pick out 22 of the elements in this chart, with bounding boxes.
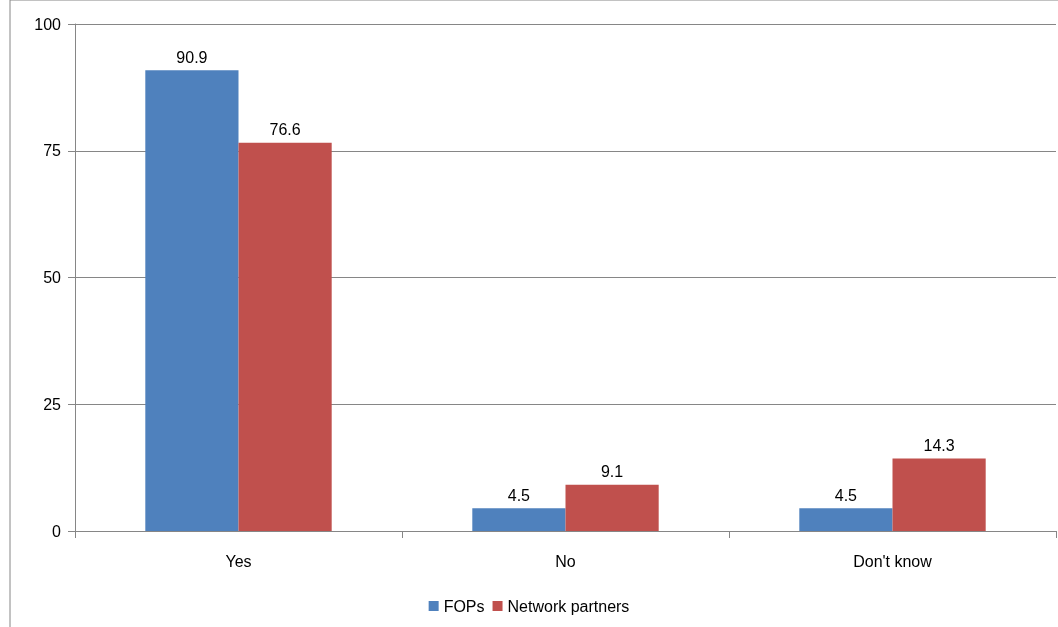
data-label: 9.1 xyxy=(600,463,624,481)
data-label: 90.9 xyxy=(176,48,208,66)
data-label: 4.5 xyxy=(834,486,858,504)
y-tick-label: 75 xyxy=(43,142,62,160)
legend-label: FOPs xyxy=(443,597,485,615)
legend-label: Network partners xyxy=(507,597,630,615)
y-tick-label: 100 xyxy=(34,15,62,33)
bar xyxy=(145,70,239,531)
x-tick-label: Yes xyxy=(225,552,252,570)
y-tick-label: 25 xyxy=(43,395,62,413)
y-tick-label: 0 xyxy=(52,522,62,540)
bar xyxy=(799,508,893,531)
data-label: 76.6 xyxy=(269,121,301,139)
bar xyxy=(238,142,332,531)
x-tick-label: Don't know xyxy=(853,552,933,570)
data-label: 14.3 xyxy=(923,437,955,454)
x-tick-label: No xyxy=(555,552,576,570)
y-tick-label: 50 xyxy=(43,269,62,286)
bar xyxy=(565,484,659,531)
bar xyxy=(472,508,566,531)
bar xyxy=(892,458,986,531)
data-label: 4.5 xyxy=(507,486,531,504)
